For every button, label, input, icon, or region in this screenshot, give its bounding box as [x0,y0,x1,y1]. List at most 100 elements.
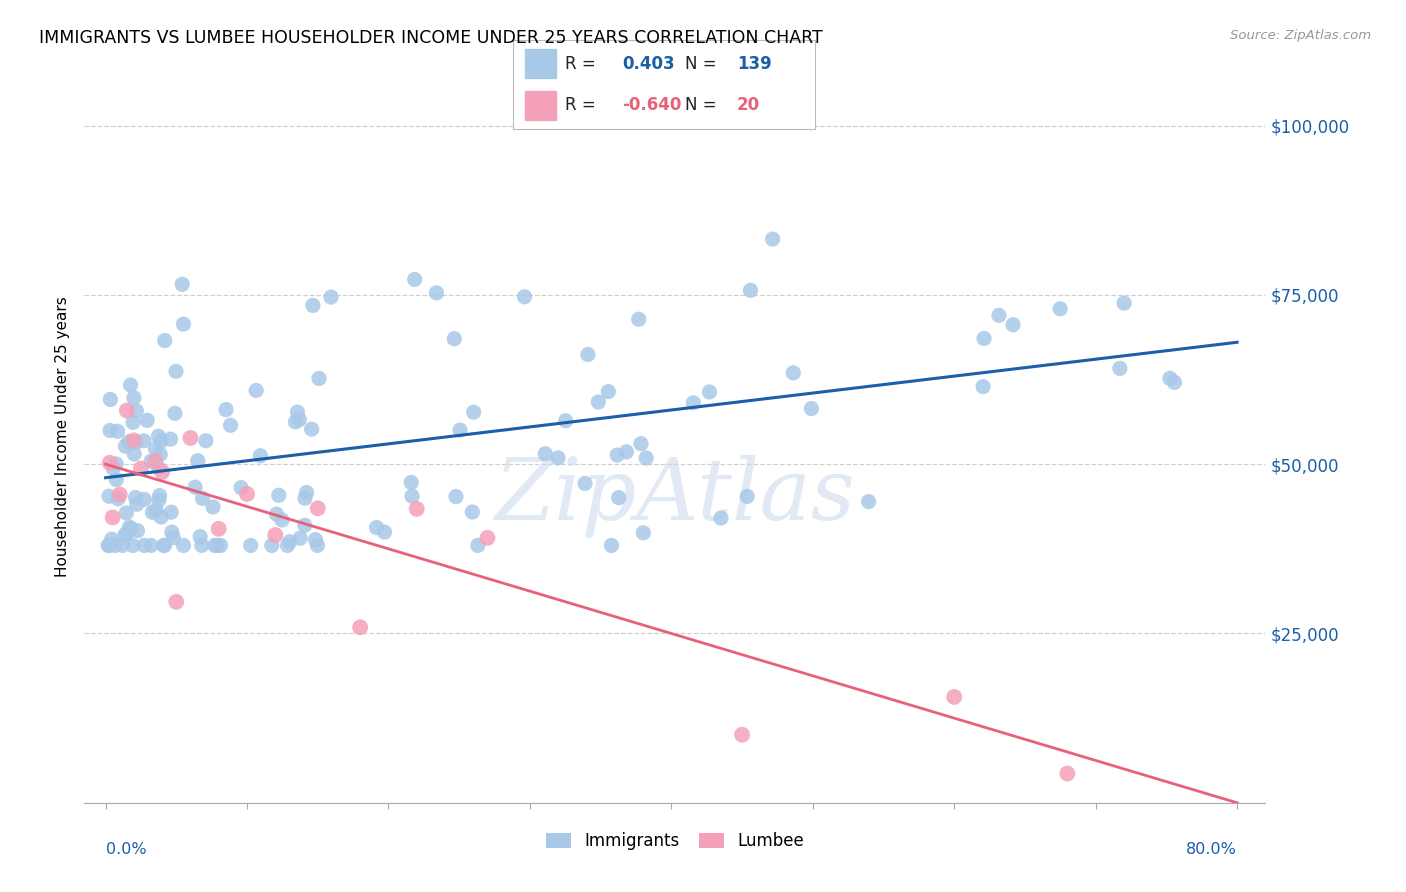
Point [162,531,184,545]
Point [740,283,762,297]
Point [287,405,309,419]
Point [194,434,217,448]
Point [1049,301,1071,316]
Point [132,434,155,448]
Point [467,538,489,552]
Point [271,513,294,527]
Point [153,538,176,552]
Point [97,538,120,552]
Point [148,461,170,475]
Legend: Immigrants, Lumbee: Immigrants, Lumbee [538,825,811,856]
Point [288,531,311,545]
Point [163,406,186,420]
Point [120,378,142,392]
Point [172,538,194,552]
Point [682,396,704,410]
Point [276,538,298,552]
Point [98,538,121,552]
Point [264,528,287,542]
Point [588,395,610,409]
FancyBboxPatch shape [526,91,555,120]
Point [534,447,557,461]
Point [576,347,599,361]
Point [108,487,131,501]
Point [762,232,785,246]
Point [987,309,1010,323]
Point [141,505,163,519]
Text: 0.403: 0.403 [621,55,675,73]
Point [1108,361,1130,376]
Point [124,491,146,505]
Point [191,491,214,506]
Text: -0.640: -0.640 [621,96,682,114]
Point [159,432,181,446]
Point [366,520,388,534]
Point [219,418,242,433]
Point [1114,296,1136,310]
Point [477,531,499,545]
Point [98,489,121,503]
Point [118,520,141,534]
Point [150,465,173,479]
Point [204,538,226,552]
Point [148,429,170,443]
Point [148,493,170,508]
Point [307,538,329,552]
Point [710,511,733,525]
Point [98,424,121,438]
Point [114,439,136,453]
FancyBboxPatch shape [526,49,555,78]
Point [160,505,183,519]
Text: IMMIGRANTS VS LUMBEE HOUSEHOLDER INCOME UNDER 25 YEARS CORRELATION CHART: IMMIGRANTS VS LUMBEE HOUSEHOLDER INCOME … [39,29,823,47]
Point [443,332,465,346]
Point [294,491,316,506]
Point [117,434,139,449]
Point [278,534,301,549]
Point [165,595,187,609]
Point [153,334,176,348]
Point [139,538,162,552]
Point [115,526,138,541]
Point [1002,318,1025,332]
Point [114,528,136,542]
Point [188,530,211,544]
Point [463,405,485,419]
Point [972,379,994,393]
Point [308,371,330,385]
Point [160,525,183,540]
Point [636,450,658,465]
Text: 0.0%: 0.0% [105,842,146,856]
Point [288,412,311,426]
Point [373,525,395,540]
Point [973,331,995,345]
Point [627,312,650,326]
Point [141,454,163,468]
Point [1163,376,1185,390]
Text: N =: N = [686,96,717,114]
Point [461,505,484,519]
Point [122,434,145,448]
Point [513,290,536,304]
Point [202,500,225,514]
Point [229,481,252,495]
Point [449,423,471,437]
Point [111,538,134,552]
Point [616,445,638,459]
Point [630,436,652,450]
Point [101,461,124,475]
Point [105,457,128,471]
Point [179,431,201,445]
Point [149,447,172,461]
Point [129,461,152,475]
Point [782,366,804,380]
Point [267,488,290,502]
Point [120,522,142,536]
Text: ZipAtlas: ZipAtlas [495,454,855,537]
Point [349,620,371,634]
Point [215,402,238,417]
Point [554,414,576,428]
Point [122,447,145,461]
Point [134,492,156,507]
Point [547,450,569,465]
Text: 139: 139 [737,55,772,73]
